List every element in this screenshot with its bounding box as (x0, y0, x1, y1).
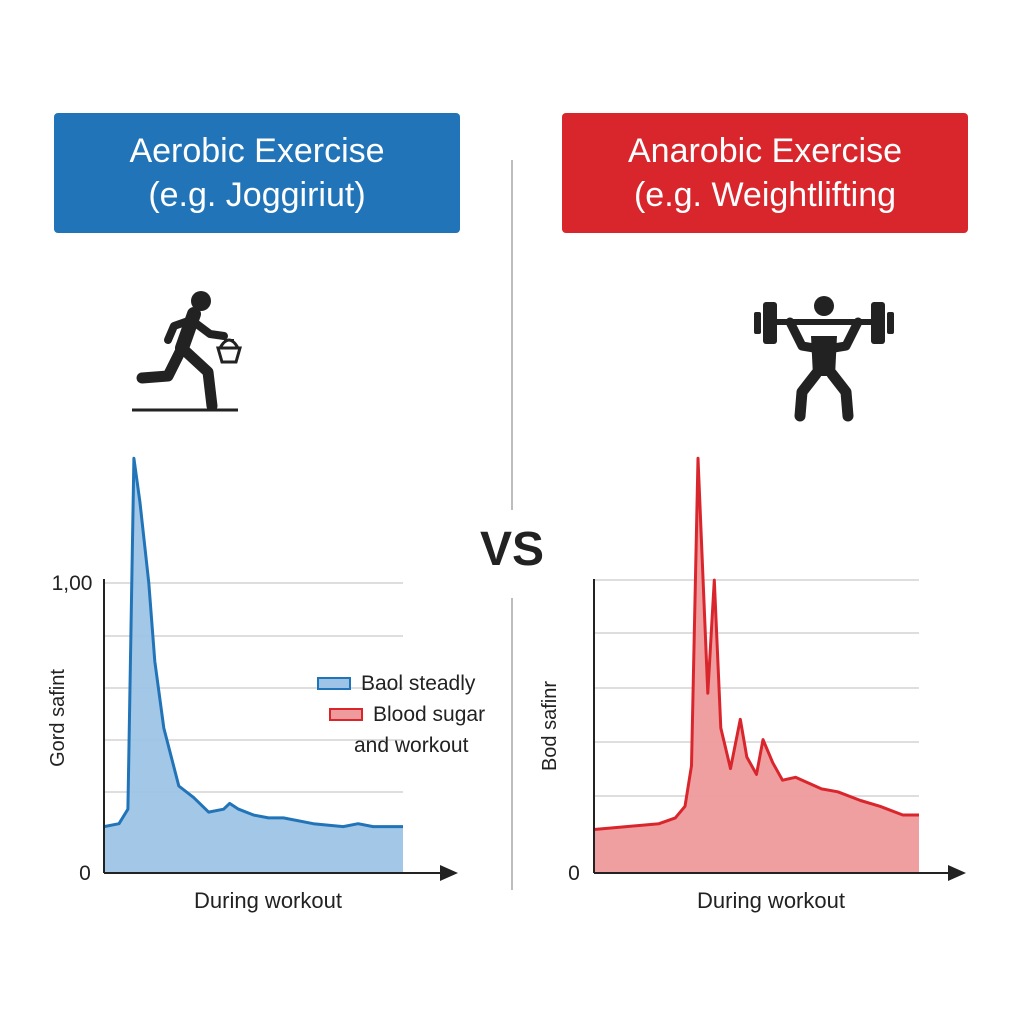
aerobic-y-tick-0: 0 (79, 862, 91, 885)
anaerobic-area-fill (594, 458, 919, 873)
aerobic-chart: During workout Gord safint 0 1,00 (47, 456, 458, 913)
chart-legend: Baol steadly Blood sugar and workout (317, 668, 485, 761)
legend-label-workout: and workout (354, 734, 469, 757)
legend-swatch-red (329, 708, 363, 721)
anaerobic-header: Anarobic Exercise (e.g. Weightlifting (562, 113, 968, 233)
anaerobic-title: Anarobic Exercise (627, 132, 902, 170)
aerobic-y-label: Gord safint (47, 669, 69, 767)
weightlifter-icon (754, 296, 894, 422)
anaerobic-series-line (593, 456, 919, 831)
anaerobic-x-axis-arrow-icon (948, 865, 966, 881)
aerobic-series-line (103, 456, 403, 829)
runner-icon (132, 291, 242, 412)
legend-item-steady: Baol steadly (317, 668, 485, 699)
aerobic-header: Aerobic Exercise (e.g. Joggiriut) (54, 113, 460, 233)
anaerobic-chart: During workout Bod safinr 0 (539, 456, 966, 913)
divider-bottom (511, 598, 513, 890)
anaerobic-subtitle: (e.g. Weightlifting (633, 176, 897, 214)
legend-item-blood-sugar: Blood sugar (329, 699, 485, 730)
anaerobic-y-tick-0: 0 (568, 862, 580, 885)
anaerobic-y-label: Bod safinr (539, 681, 561, 771)
legend-label-blood-sugar: Blood sugar (373, 703, 486, 726)
legend-label-steady: Baol steadly (361, 672, 476, 695)
legend-swatch-blue (317, 677, 351, 690)
vs-label: VS (479, 523, 545, 576)
divider-top (511, 160, 513, 510)
aerobic-subtitle: (e.g. Joggiriut) (148, 176, 366, 214)
aerobic-area-fill (104, 458, 403, 873)
aerobic-x-label: During workout (194, 888, 342, 913)
anaerobic-x-label: During workout (697, 888, 845, 913)
aerobic-x-axis-arrow-icon (440, 865, 458, 881)
aerobic-title: Aerobic Exercise (129, 132, 385, 170)
aerobic-y-tick-top: 1,00 (52, 572, 93, 595)
